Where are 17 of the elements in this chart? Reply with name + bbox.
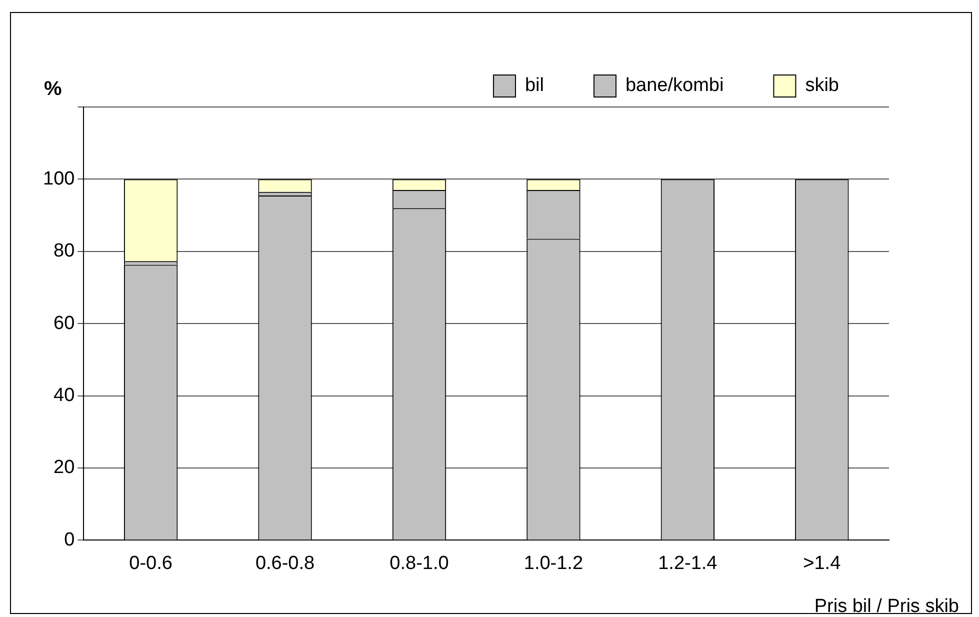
x-tick-label: 0.6-0.8: [255, 552, 315, 574]
y-tick-label: 80: [54, 240, 75, 262]
legend-label: bane/kombi: [625, 75, 724, 96]
x-tick-label: 1.0-1.2: [524, 552, 584, 574]
x-tick-label: 0.8-1.0: [390, 552, 449, 574]
x-axis-title: Pris bil / Pris skib: [814, 596, 959, 617]
y-tick-label: 0: [64, 529, 75, 550]
x-tick-label: >1.4: [803, 552, 842, 574]
x-tick-label: 1.2-1.4: [658, 552, 718, 574]
y-tick-label: 60: [54, 312, 75, 334]
legend-label: bil: [524, 75, 544, 96]
legend-label: skib: [805, 75, 840, 96]
y-axis-title: %: [44, 78, 62, 101]
x-tick-label: 0-0.6: [129, 552, 172, 574]
y-tick-label: 40: [54, 385, 75, 406]
y-tick-label: 20: [54, 457, 75, 478]
y-tick-label: 100: [43, 168, 75, 190]
